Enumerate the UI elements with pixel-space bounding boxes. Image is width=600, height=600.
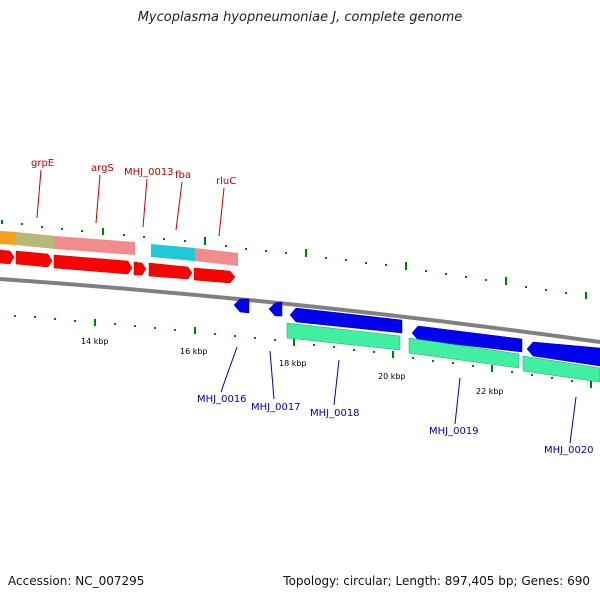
map-title: Mycoplasma hyopneumoniae J, complete gen… [137,10,463,25]
gene-label-fba: fba [175,170,191,181]
forward-gene-arrow [133,261,147,276]
outer-tick-ring [1,220,587,299]
forward-gene-arrow [148,262,193,280]
cog-segment [522,355,600,383]
gene-label-MHJ-0018: MHJ_0018 [310,408,360,419]
gene-label-argS: argS [91,163,114,174]
kbp-label: 20 kbp [378,372,406,381]
inner-tick-ring [14,315,592,388]
reverse-gene-labels: MHJ_0016 MHJ_0017 MHJ_0018 MHJ_0019 MHJ_… [197,346,594,456]
gene-label-grpE: grpE [31,158,54,169]
forward-gene-arrow [193,267,236,284]
cog-segment [286,322,401,351]
reverse-gene-arrow [268,301,283,317]
forward-gene-labels: grpE argS MHJ_0013 fba rluC [31,158,236,237]
reverse-gene-arrow [233,298,250,314]
kbp-label: 22 kbp [476,387,504,396]
reverse-gene-arrow [526,341,600,367]
gene-label-rluC: rluC [216,176,236,187]
reverse-genes [233,298,600,367]
kbp-label: 14 kbp [81,337,109,346]
reverse-gene-arrow [289,307,403,334]
cog-segment [0,231,16,245]
cog-segment [195,248,238,266]
kbp-label: 16 kbp [180,347,208,356]
gene-label-MHJ-0020: MHJ_0020 [544,445,594,456]
kbp-label: 18 kbp [279,359,307,368]
forward-gene-arrow [0,249,15,265]
forward-genes [0,249,236,284]
gene-label-MHJ-0016: MHJ_0016 [197,394,247,405]
cog-segment [151,244,195,261]
cog-segment [55,236,135,255]
cog-strip-reverse [286,322,600,383]
reverse-gene-arrow [411,325,523,353]
forward-gene-arrow [15,250,53,268]
cog-strip [0,231,238,266]
forward-gene-arrow [53,254,133,275]
accession-text: Accession: NC_007295 [8,574,145,588]
cog-segment [408,337,520,369]
genome-backbone [0,277,600,344]
gene-label-MHJ-0019: MHJ_0019 [429,426,479,437]
topology-text: Topology: circular; Length: 897,405 bp; … [283,574,590,588]
gene-label-MHJ-0013: MHJ_0013 [124,167,174,178]
cog-segment [16,232,55,249]
gene-label-MHJ-0017: MHJ_0017 [251,402,301,413]
